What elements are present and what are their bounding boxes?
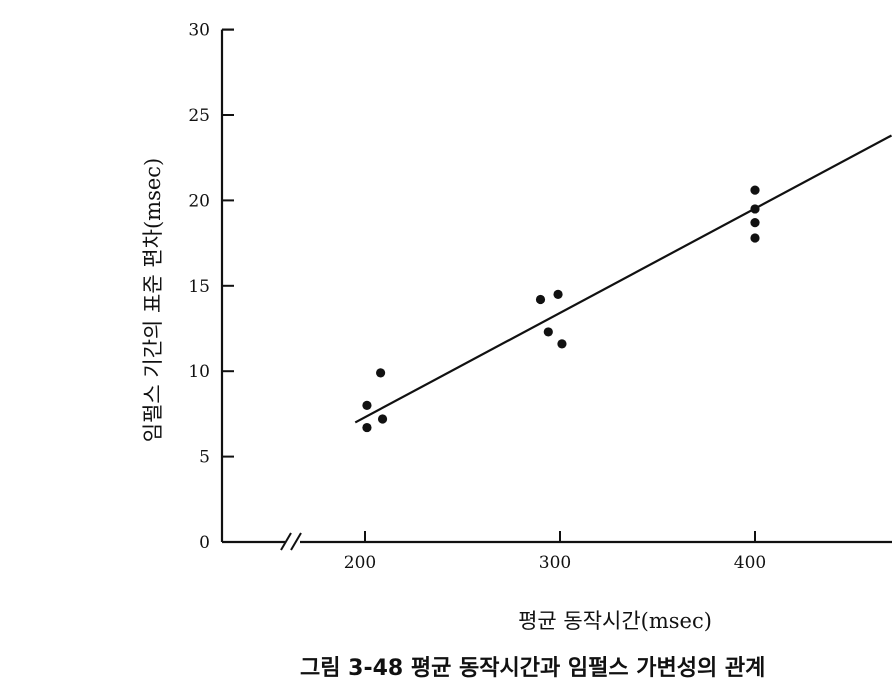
y-tick-label: 10 — [188, 362, 210, 382]
x-ticks: 200 300 400 — [344, 531, 766, 573]
data-point — [543, 327, 553, 337]
x-axis-break-mark — [280, 532, 302, 551]
axis-break-slash — [280, 532, 292, 551]
y-axis-title: 임펄스 기간의 표준 편차(msec) — [141, 158, 165, 443]
data-point — [750, 185, 760, 195]
data-point — [377, 414, 388, 424]
trend-line — [354, 134, 892, 424]
x-tick-label: 200 — [344, 553, 376, 573]
y-axis: 0 5 10 15 20 25 30 — [188, 21, 234, 553]
figure-caption: 그림 3-48 평균 동작시간과 임펄스 가변성의 관계 — [300, 656, 766, 681]
y-tick-label: 20 — [188, 191, 210, 211]
y-tick-label: 0 — [199, 533, 210, 553]
data-point — [750, 233, 760, 243]
data-point — [750, 204, 760, 214]
data-point — [553, 289, 563, 299]
data-point — [535, 294, 546, 305]
axis-break-slash — [290, 532, 302, 551]
data-point — [362, 422, 372, 433]
data-point — [750, 218, 760, 228]
data-point — [557, 339, 567, 349]
y-tick-label: 30 — [188, 21, 210, 41]
y-tick-label: 5 — [199, 448, 210, 468]
x-tick-label: 400 — [734, 553, 766, 573]
x-tick-label: 300 — [539, 553, 571, 573]
data-point — [362, 400, 372, 410]
data-points — [362, 185, 760, 433]
x-axis: 200 300 400 — [222, 531, 892, 573]
y-tick-label: 15 — [188, 277, 210, 297]
data-point — [376, 368, 386, 378]
x-axis-title: 평균 동작시간(msec) — [518, 609, 712, 633]
y-tick-label: 25 — [188, 106, 210, 126]
y-ticks: 0 5 10 15 20 25 30 — [188, 21, 234, 553]
